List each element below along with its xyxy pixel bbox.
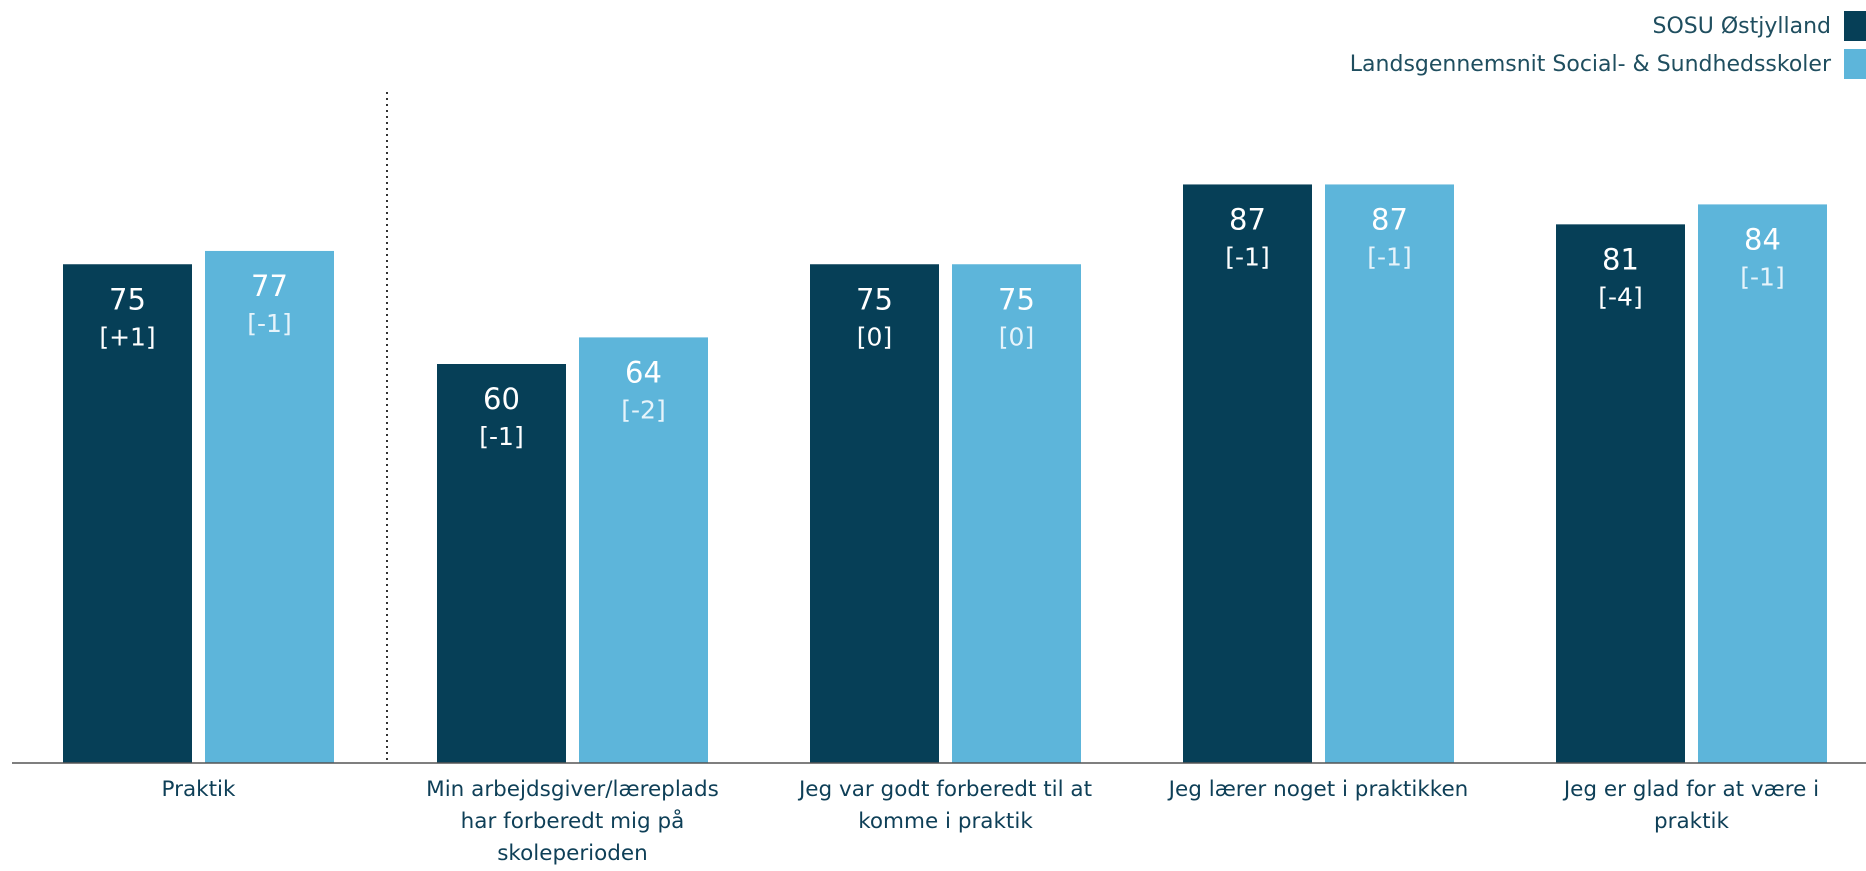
legend-swatch-2	[1844, 49, 1866, 79]
bar-change-label: [-4]	[1598, 282, 1642, 311]
category-label: Praktik	[162, 777, 236, 802]
legend-label-2: Landsgennemsnit Social- & Sundhedsskoler	[1350, 52, 1832, 77]
legend: SOSU Østjylland Landsgennemsnit Social- &…	[1350, 11, 1866, 79]
bar-value-label: 75	[998, 282, 1035, 316]
bar-school-3	[810, 264, 939, 763]
bar-change-label: [-2]	[621, 395, 665, 424]
bar-national-4	[1325, 184, 1454, 763]
bar-national-2	[579, 337, 708, 763]
bar-change-label: [-1]	[1740, 262, 1784, 291]
bars-group: 75 [+1] 77 [-1] 60 [-1] 64 [-2] 75 [0] 75 [0] 87 [-1]…	[63, 184, 1827, 764]
category-label: Jeg er glad for at være i	[1562, 777, 1819, 802]
bar-value-label: 60	[483, 382, 520, 416]
bar-value-label: 64	[625, 355, 662, 389]
bar-value-label: 81	[1602, 242, 1639, 276]
bar-school-1	[63, 264, 192, 763]
bar-change-label: [+1]	[99, 322, 155, 351]
bar-national-3	[952, 264, 1081, 763]
category-label: praktik	[1654, 809, 1730, 834]
category-label: Jeg lærer noget i praktikken	[1167, 777, 1469, 802]
bar-change-label: [0]	[999, 322, 1034, 351]
bar-school-2	[437, 364, 566, 763]
bar-national-5	[1698, 204, 1827, 763]
bar-school-5	[1556, 224, 1685, 764]
bar-value-label: 87	[1229, 202, 1266, 236]
category-label: Min arbejdsgiver/læreplads	[426, 777, 719, 802]
legend-swatch-1	[1844, 11, 1866, 41]
bar-value-label: 77	[251, 269, 288, 303]
category-label: har forberedt mig på	[461, 808, 685, 834]
bar-value-label: 75	[856, 282, 893, 316]
bar-change-label: [-1]	[247, 309, 291, 338]
category-label: komme i praktik	[858, 809, 1033, 834]
bar-change-label: [-1]	[1367, 242, 1411, 271]
category-labels: Praktik Min arbejdsgiver/læreplads har for…	[162, 777, 1820, 866]
bar-change-label: [0]	[857, 322, 892, 351]
bar-change-label: [-1]	[479, 422, 523, 451]
category-label: Jeg var godt forberedt til at	[797, 777, 1092, 802]
bar-school-4	[1183, 184, 1312, 763]
bar-change-label: [-1]	[1225, 242, 1269, 271]
bar-national-1	[205, 250, 334, 763]
bar-value-label: 75	[109, 282, 146, 316]
legend-label-1: SOSU Østjylland	[1653, 14, 1832, 39]
category-label: skoleperioden	[497, 841, 648, 866]
bar-value-label: 84	[1744, 222, 1781, 256]
bar-value-label: 87	[1371, 202, 1408, 236]
